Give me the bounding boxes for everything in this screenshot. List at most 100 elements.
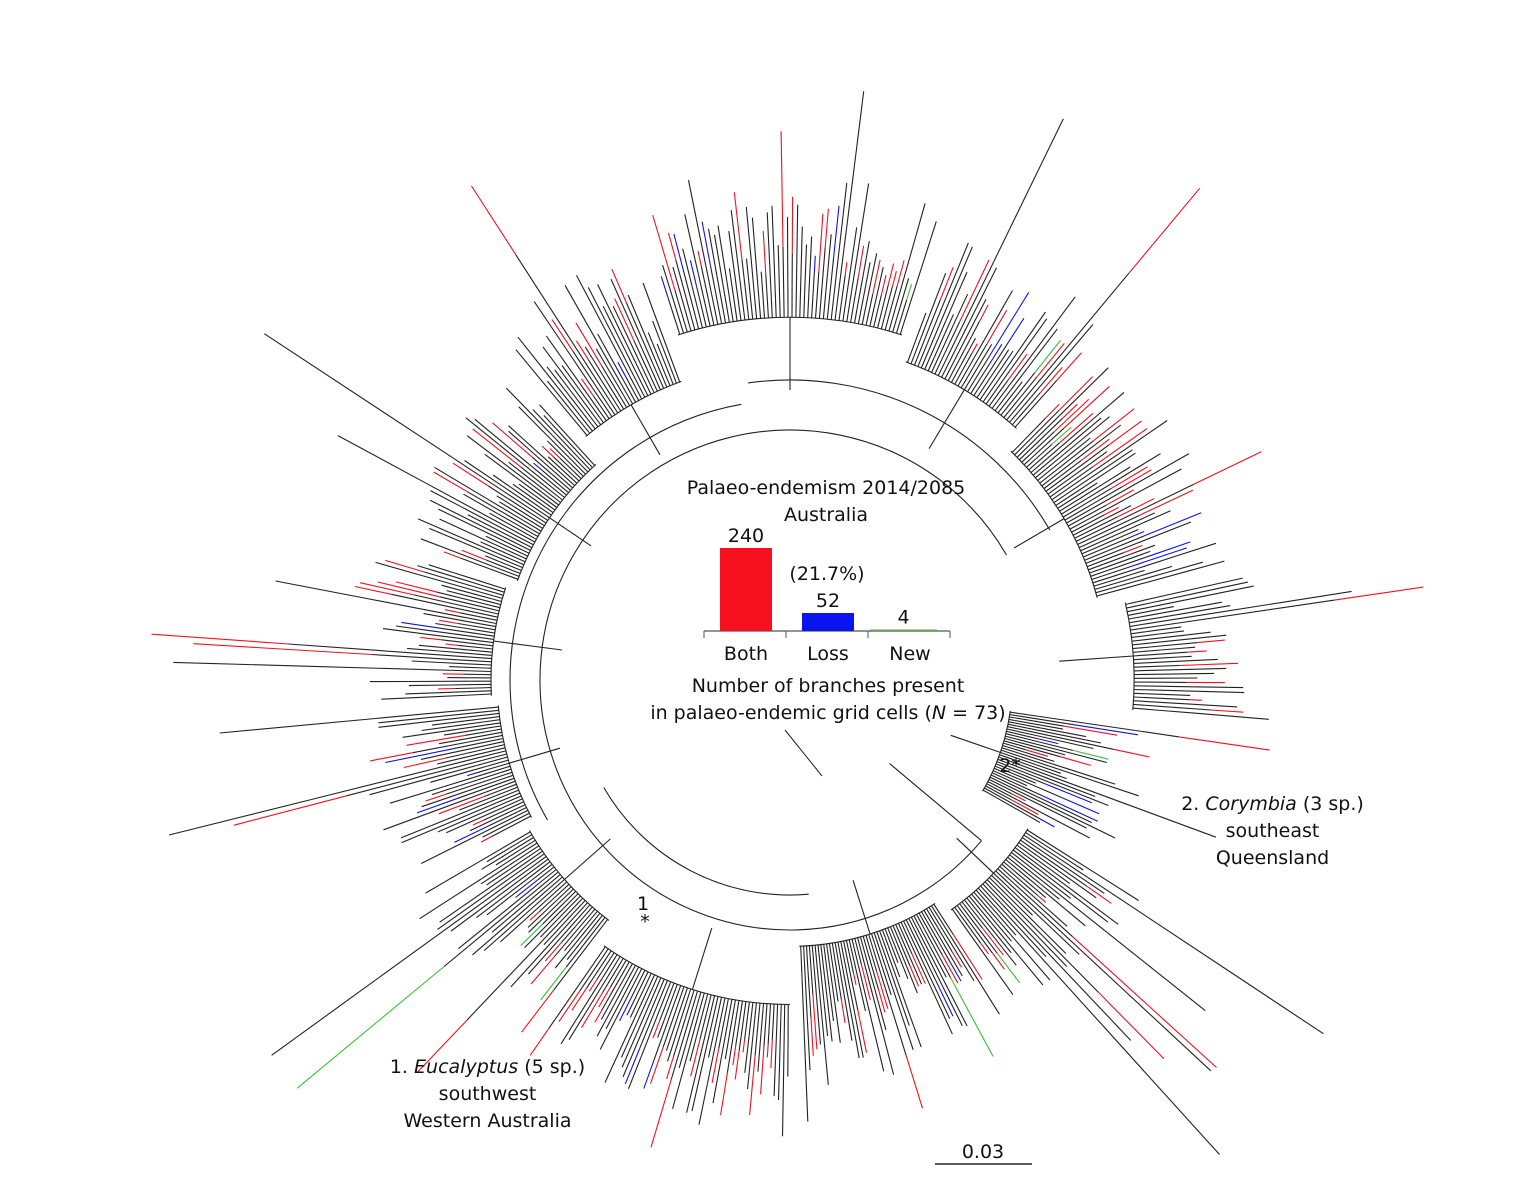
tree-branch: [751, 308, 754, 320]
tree-branch: [1096, 588, 1122, 597]
tree-branch: [600, 989, 619, 1020]
tree-branch: [945, 194, 1027, 361]
tree-branch: [920, 339, 934, 369]
tree-branch: [721, 1026, 728, 1057]
tree-branch: [467, 772, 477, 777]
tree-branch: [503, 540, 530, 554]
tree-branch: [1018, 955, 1044, 986]
tree-branch: [515, 476, 537, 493]
tree-branch: [634, 985, 650, 1019]
tree-branch: [369, 778, 427, 796]
tree-branch: [823, 1001, 829, 1037]
tree-branch: [832, 968, 838, 991]
tree-branch: [564, 942, 572, 952]
tree-branch: [905, 947, 923, 985]
tree-branch: [1085, 553, 1110, 564]
tree-branch: [890, 943, 899, 963]
tree-branch: [730, 210, 738, 261]
tree-branch: [808, 945, 811, 953]
tree-branch: [460, 655, 492, 660]
tree-branch: [993, 789, 1012, 801]
tree-branch: [627, 1055, 643, 1090]
tree-branch: [407, 647, 440, 652]
tree-branch: [1128, 187, 1201, 274]
tree-branch: [633, 391, 640, 401]
tree-branch: [947, 351, 965, 381]
tree-branch: [587, 287, 605, 320]
tree-branch: [737, 1000, 743, 1028]
tree-branch: [520, 466, 545, 486]
tree-branch: [1040, 775, 1096, 798]
tree-branch: [480, 836, 492, 843]
tree-branch: [1010, 711, 1040, 718]
tree-branch: [996, 797, 1026, 815]
tree-branch: [445, 746, 493, 759]
tree-branch: [233, 795, 347, 826]
tree-branch: [866, 294, 874, 320]
tree-branch: [841, 274, 846, 301]
tree-branch: [937, 940, 951, 963]
tree-branch: [585, 321, 616, 375]
clade-1-region-line2: Western Australia: [403, 1110, 572, 1132]
tree-branch: [982, 927, 1004, 956]
tree-branch: [1007, 800, 1039, 819]
tree-branch: [1160, 656, 1179, 659]
tree-branch: [905, 919, 918, 942]
tree-branch: [411, 660, 441, 664]
tree-branch: [562, 387, 592, 425]
tree-branch: [480, 525, 526, 549]
clade-2-genus: Corymbia: [1205, 793, 1297, 815]
tree-branch: [521, 989, 555, 1033]
tree-branch: [1000, 749, 1032, 761]
tree-branch: [660, 343, 674, 375]
tree-branch: [565, 433, 578, 447]
tree-branch: [950, 734, 1001, 753]
tree-branch: [894, 236, 917, 310]
tree-branch: [507, 842, 538, 863]
tree-branch: [992, 786, 1026, 805]
tree-branch: [533, 462, 543, 472]
tree-branch: [1129, 547, 1187, 568]
tree-branch: [486, 850, 505, 863]
tree-branch: [672, 984, 678, 995]
tree-branch: [1133, 700, 1162, 703]
tree-branch: [981, 344, 993, 361]
tree-branch: [1072, 749, 1109, 760]
tree-branch: [857, 1009, 868, 1053]
tree-branch: [480, 765, 511, 776]
tree-branch: [828, 1011, 833, 1042]
tree-branch: [488, 485, 531, 514]
tree-branch: [464, 460, 498, 483]
tree-branch: [467, 617, 497, 625]
tree-branch: [742, 1039, 746, 1053]
tree-branch: [416, 1019, 468, 1073]
tree-branch: [581, 982, 605, 1020]
tree-branch: [1061, 497, 1088, 515]
tree-branch: [418, 644, 440, 648]
tree-branch: [989, 776, 1020, 793]
tree-branch: [1129, 620, 1138, 624]
tree-branch: [870, 253, 878, 281]
tree-branch: [672, 1018, 686, 1058]
tree-branch: [565, 928, 597, 968]
tree-branch: [535, 861, 551, 873]
tree-branch: [517, 804, 526, 809]
tree-branch: [517, 532, 536, 543]
tree-branch: [1033, 723, 1064, 730]
tree-branch: [500, 872, 537, 900]
tree-branch: [435, 622, 464, 629]
tree-branch: [1103, 511, 1120, 520]
tree-branch: [675, 323, 681, 335]
tree-branch: [1108, 576, 1136, 586]
tree-branch: [1070, 437, 1091, 454]
tree-branch: [1137, 468, 1182, 494]
tree-branch: [421, 797, 447, 808]
tree-branch: [1193, 712, 1269, 720]
tree-branch: [1000, 892, 1099, 993]
tree-branch: [937, 911, 955, 936]
tree-branch: [1020, 863, 1127, 949]
tree-branch: [510, 943, 551, 988]
tree-branch: [1030, 427, 1065, 459]
tree-branch: [517, 554, 527, 560]
